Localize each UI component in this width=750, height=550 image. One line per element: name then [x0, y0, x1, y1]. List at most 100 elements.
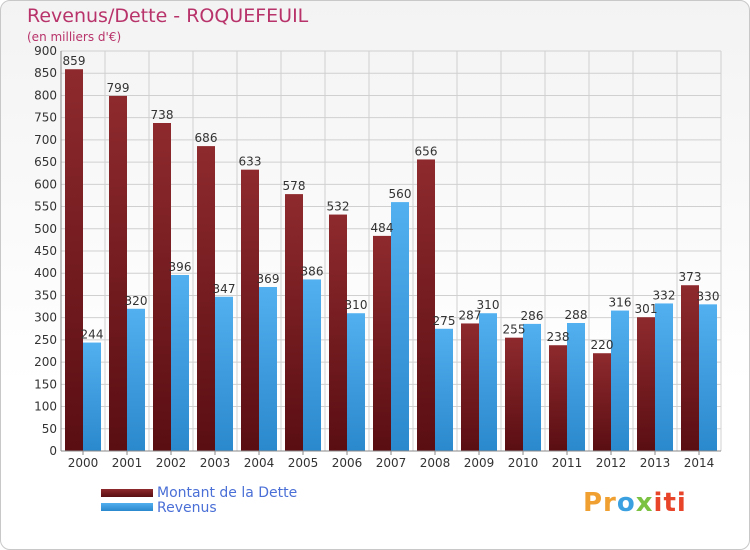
bar-revenus-2011: [567, 323, 585, 451]
bar-revenus-2013: [655, 303, 673, 451]
x-tick-label-2012: 2012: [596, 456, 627, 470]
bar-revenus-2000: [83, 342, 101, 451]
data-label-dette-2011: 238: [547, 330, 570, 344]
bar-revenus-2014: [699, 304, 717, 451]
data-label-revenus-2009: 310: [477, 298, 500, 312]
y-tick-label-900: 900: [34, 44, 57, 58]
x-tick-label-2009: 2009: [464, 456, 495, 470]
y-tick-label-750: 750: [34, 111, 57, 125]
x-tick-label-2004: 2004: [244, 456, 275, 470]
data-label-revenus-2000: 244: [81, 328, 104, 342]
y-tick-label-0: 0: [49, 444, 57, 458]
x-tick-label-2014: 2014: [684, 456, 715, 470]
data-label-revenus-2013: 332: [653, 288, 676, 302]
legend-label-dette: Montant de la Dette: [157, 485, 298, 501]
data-label-dette-2010: 255: [503, 323, 526, 337]
y-tick-label-650: 650: [34, 155, 57, 169]
data-label-revenus-2012: 316: [609, 296, 632, 310]
data-label-revenus-2010: 286: [521, 309, 544, 323]
bar-revenus-2003: [215, 296, 233, 451]
x-tick-label-2005: 2005: [288, 456, 319, 470]
y-tick-label-150: 150: [34, 377, 57, 391]
y-tick-label-500: 500: [34, 222, 57, 236]
data-label-dette-2000: 859: [63, 54, 86, 68]
chart-title: Revenus/Dette - ROQUEFEUIL: [27, 5, 309, 27]
bar-dette-2007: [373, 235, 391, 451]
data-label-dette-2013: 301: [635, 302, 658, 316]
labels-layer: 859 244 799 320 738 396 686 347 633 369 578 386 532 3…: [63, 54, 720, 352]
y-tick-label-200: 200: [34, 355, 57, 369]
bar-dette-2000: [65, 69, 83, 451]
y-tick-label-550: 550: [34, 200, 57, 214]
y-tick-label-850: 850: [34, 66, 57, 80]
bar-dette-2014: [681, 285, 699, 451]
y-tick-label-350: 350: [34, 288, 57, 302]
bar-revenus-2006: [347, 313, 365, 451]
bar-revenus-2002: [171, 275, 189, 451]
bar-dette-2009: [461, 323, 479, 451]
x-tick-label-2006: 2006: [332, 456, 363, 470]
bar-dette-2008: [417, 159, 435, 451]
x-tick-label-2013: 2013: [640, 456, 671, 470]
data-label-dette-2003: 686: [195, 131, 218, 145]
y-tick-label-700: 700: [34, 133, 57, 147]
data-label-dette-2006: 532: [327, 200, 350, 214]
bar-dette-2006: [329, 214, 347, 451]
data-label-revenus-2003: 347: [213, 282, 236, 296]
bar-dette-2010: [505, 337, 523, 451]
bar-dette-2005: [285, 194, 303, 451]
chart-subtitle: (en milliers d'€): [27, 30, 122, 44]
x-tick-label-2011: 2011: [552, 456, 583, 470]
bar-revenus-2005: [303, 279, 321, 451]
y-tick-label-800: 800: [34, 88, 57, 102]
x-tick-label-2010: 2010: [508, 456, 539, 470]
bar-revenus-2004: [259, 287, 277, 451]
data-label-revenus-2011: 288: [565, 308, 588, 322]
data-label-revenus-2005: 386: [301, 264, 324, 278]
axis-layer: 0 50 100 150 200 250 300 350 400 450 500 550 600 650 7…: [34, 44, 721, 470]
y-tick-label-250: 250: [34, 333, 57, 347]
x-tick-label-2008: 2008: [420, 456, 451, 470]
y-tick-label-400: 400: [34, 266, 57, 280]
x-tick-label-2007: 2007: [376, 456, 407, 470]
data-label-dette-2005: 578: [283, 179, 306, 193]
data-label-dette-2004: 633: [239, 155, 262, 169]
data-label-dette-2001: 799: [107, 81, 130, 95]
bar-revenus-2008: [435, 328, 453, 451]
x-tick-label-2003: 2003: [200, 456, 231, 470]
x-tick-label-2000: 2000: [68, 456, 99, 470]
y-tick-label-100: 100: [34, 400, 57, 414]
data-label-revenus-2002: 396: [169, 260, 192, 274]
y-tick-label-600: 600: [34, 177, 57, 191]
data-label-revenus-2006: 310: [345, 298, 368, 312]
data-label-dette-2012: 220: [591, 338, 614, 352]
bar-dette-2004: [241, 169, 259, 451]
bar-revenus-2010: [523, 323, 541, 451]
legend-swatch-revenus: [101, 503, 153, 511]
bar-revenus-2009: [479, 313, 497, 451]
data-label-revenus-2008: 275: [433, 314, 456, 328]
data-label-dette-2008: 656: [415, 144, 438, 158]
bar-dette-2002: [153, 123, 171, 451]
data-label-revenus-2014: 330: [697, 289, 720, 303]
bars-layer: [65, 69, 717, 451]
data-label-revenus-2007: 560: [389, 187, 412, 201]
data-label-dette-2009: 287: [459, 308, 482, 322]
bar-revenus-2007: [391, 202, 409, 451]
data-label-revenus-2004: 369: [257, 272, 280, 286]
y-tick-label-450: 450: [34, 244, 57, 258]
bar-revenus-2012: [611, 310, 629, 451]
bar-dette-2011: [549, 345, 567, 451]
x-tick-label-2002: 2002: [156, 456, 187, 470]
proxiti-logo: Proxiti: [583, 488, 687, 518]
bar-dette-2003: [197, 146, 215, 451]
y-tick-label-50: 50: [42, 422, 57, 436]
bar-dette-2001: [109, 95, 127, 451]
data-label-dette-2007: 484: [371, 221, 394, 235]
data-label-dette-2014: 373: [679, 270, 702, 284]
legend-swatch-dette: [101, 489, 153, 497]
x-tick-label-2001: 2001: [112, 456, 143, 470]
data-label-revenus-2001: 320: [125, 294, 148, 308]
